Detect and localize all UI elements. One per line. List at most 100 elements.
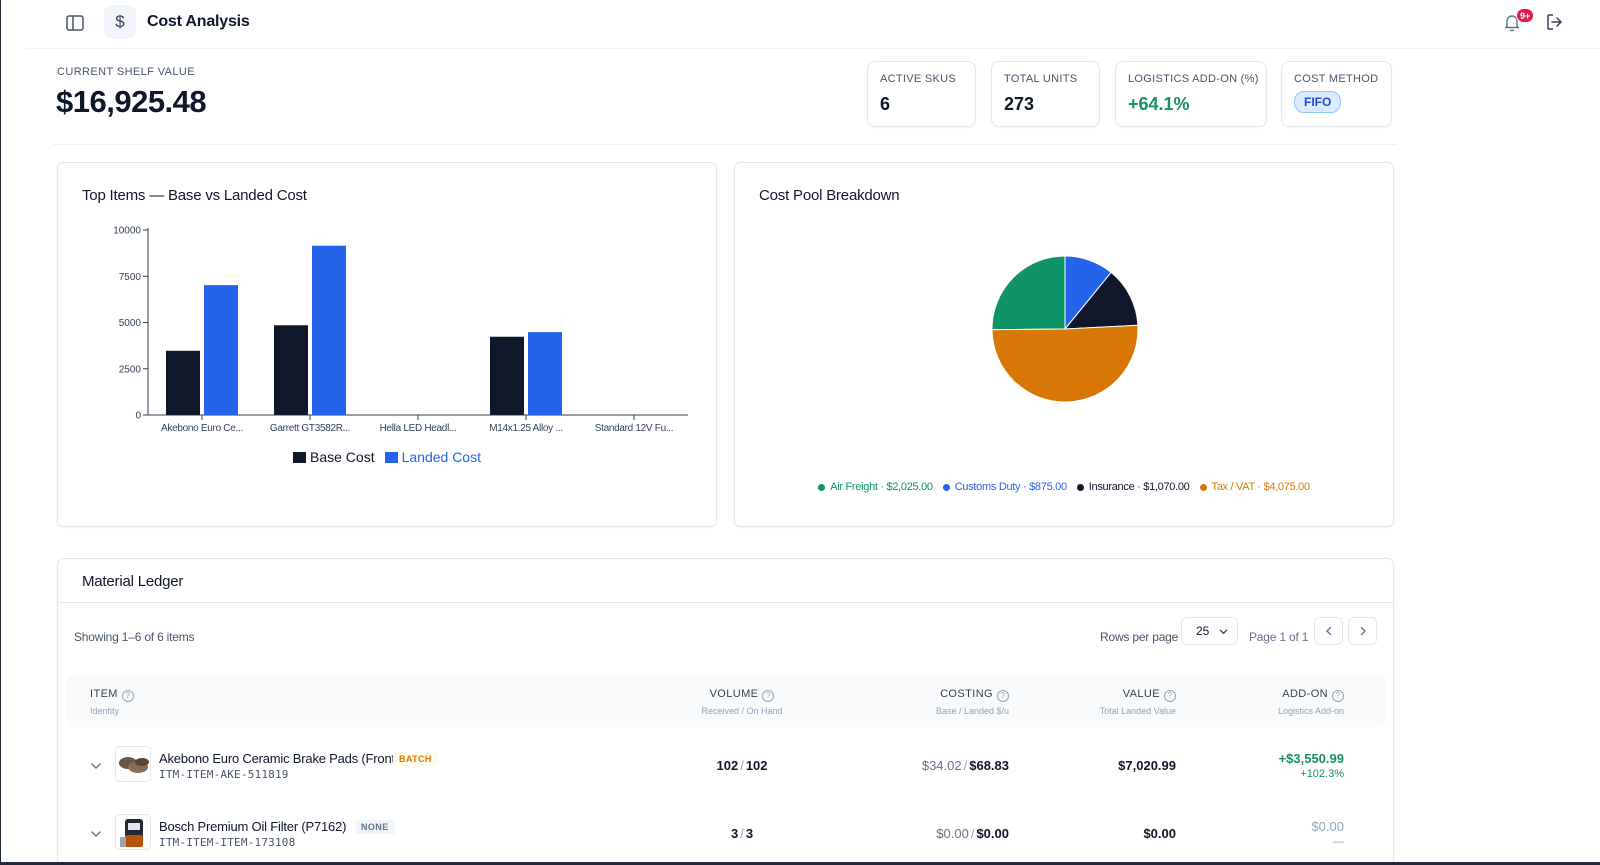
value-cell: $7,020.99 bbox=[1118, 758, 1176, 773]
legend-customs-duty[interactable]: Customs Duty · $875.00 bbox=[942, 481, 1067, 493]
legend-base-cost[interactable]: Base Cost bbox=[293, 449, 375, 465]
kpi-value: +64.1% bbox=[1128, 94, 1190, 114]
table-row[interactable]: Bosch Premium Oil Filter (P7162) NONE IT… bbox=[67, 803, 1385, 863]
shelf-value: $16,925.48 bbox=[56, 84, 207, 119]
base-cost: $0.00 bbox=[936, 826, 969, 841]
pie-chart bbox=[991, 255, 1139, 403]
help-icon[interactable]: ? bbox=[997, 690, 1009, 702]
legend-insurance[interactable]: Insurance · $1,070.00 bbox=[1076, 481, 1190, 493]
legend-label: Customs Duty · $875.00 bbox=[954, 481, 1067, 493]
kpi-cost-method: COST METHOD FIFO bbox=[1281, 61, 1392, 127]
column-label: VOLUME bbox=[709, 688, 759, 700]
cost-method-badge: FIFO bbox=[1294, 91, 1342, 113]
legend-swatch bbox=[293, 451, 306, 463]
notification-badge: 9+ bbox=[1516, 8, 1535, 23]
help-icon[interactable]: ? bbox=[1332, 690, 1344, 702]
x-tick-label: Hella LED Headl... bbox=[380, 423, 457, 434]
help-icon[interactable]: ? bbox=[121, 690, 134, 702]
material-ledger-card: Material Ledger Showing 1–6 of 6 items R… bbox=[57, 558, 1394, 865]
column-addon[interactable]: ADD-ON? Logistics Add-on bbox=[1224, 688, 1344, 716]
y-tick-label: 10000 bbox=[113, 226, 141, 237]
on-hand-qty: 3 bbox=[745, 826, 754, 841]
logout-icon[interactable] bbox=[1544, 12, 1566, 34]
x-tick-label: Garrett GT3582R... bbox=[270, 423, 350, 434]
ledger-title: Material Ledger bbox=[82, 573, 184, 590]
costing-cell: $34.02/$68.83 bbox=[921, 758, 1009, 773]
chevron-down-icon[interactable] bbox=[89, 759, 103, 773]
rows-per-page-select[interactable]: 25 bbox=[1181, 617, 1238, 645]
shelf-value-label: CURRENT SHELF VALUE bbox=[57, 66, 195, 78]
window-edge bbox=[0, 862, 1600, 865]
column-costing[interactable]: COSTING? Base / Landed $/u bbox=[889, 688, 1009, 716]
x-tick-label: M14x1.25 Alloy ... bbox=[489, 423, 563, 434]
value-cell: $0.00 bbox=[1143, 826, 1176, 841]
base-cost: $34.02 bbox=[921, 758, 962, 773]
bar-base-cost bbox=[166, 350, 200, 415]
tracking-badge: NONE bbox=[355, 820, 395, 834]
addon-percent: +102.3% bbox=[1300, 768, 1344, 780]
tracking-badge: BATCH bbox=[393, 752, 438, 766]
table-header: ITEM? Identity VOLUME? Received / On Han… bbox=[67, 675, 1385, 727]
pie-chart-legend: Air Freight · $2,025.00 Customs Duty · $… bbox=[735, 481, 1393, 493]
rows-per-page-value: 25 bbox=[1196, 624, 1210, 638]
column-label: VALUE bbox=[1122, 688, 1160, 700]
kpi-value: 273 bbox=[1004, 94, 1035, 114]
table-row[interactable]: Akebono Euro Ceramic Brake Pads (Front) … bbox=[67, 735, 1385, 795]
legend-label: Tax / VAT · $4,075.00 bbox=[1211, 481, 1311, 493]
y-tick-label: 7500 bbox=[119, 272, 142, 283]
page-info: Page 1 of 1 bbox=[1249, 630, 1309, 644]
help-icon[interactable]: ? bbox=[762, 690, 775, 702]
legend-label: Air Freight · $2,025.00 bbox=[830, 481, 933, 493]
legend-label: Base Cost bbox=[310, 449, 375, 465]
pie-slice-insurance[interactable] bbox=[1063, 271, 1139, 330]
legend-air-freight[interactable]: Air Freight · $2,025.00 bbox=[818, 481, 933, 493]
brake-pads-thumbnail bbox=[115, 746, 151, 782]
column-sublabel: Logistics Add-on bbox=[1277, 706, 1344, 716]
kpi-logistics-addon: LOGISTICS ADD-ON (%) +64.1% bbox=[1115, 61, 1267, 127]
item-sku: ITM-ITEM-AKE-511819 bbox=[159, 768, 289, 781]
bar-chart-card: Top Items — Base vs Landed Cost 0 2500 500… bbox=[57, 162, 717, 527]
bar-chart: 0 2500 5000 7500 10000 Akebono Euro Ce... Garr… bbox=[113, 226, 688, 434]
summary-bar: CURRENT SHELF VALUE $16,925.48 ACTIVE SK… bbox=[53, 49, 1397, 145]
legend-label: Landed Cost bbox=[401, 449, 481, 465]
column-sublabel: Received / On Hand bbox=[701, 706, 783, 716]
column-label: ITEM bbox=[90, 688, 118, 700]
sidebar-toggle-icon[interactable] bbox=[63, 12, 87, 36]
dollar-icon: $ bbox=[104, 5, 136, 39]
item-name[interactable]: Bosch Premium Oil Filter (P7162) bbox=[159, 819, 347, 834]
chevron-down-icon[interactable] bbox=[89, 827, 103, 841]
next-page-button[interactable] bbox=[1348, 617, 1377, 645]
prev-page-button[interactable] bbox=[1314, 617, 1343, 645]
bar-landed-cost bbox=[528, 332, 562, 415]
column-sublabel: Identity bbox=[90, 706, 120, 716]
pie-slice-air-freight[interactable] bbox=[991, 255, 1066, 331]
page-title: Cost Analysis bbox=[147, 13, 250, 30]
legend-dot bbox=[1199, 483, 1207, 491]
pie-chart-title: Cost Pool Breakdown bbox=[759, 187, 900, 204]
column-value[interactable]: VALUE? Total Landed Value bbox=[1056, 688, 1176, 716]
bar-base-cost bbox=[490, 336, 524, 415]
x-tick-label: Standard 12V Fu... bbox=[595, 423, 674, 434]
item-sku: ITM-ITEM-ITEM-173108 bbox=[159, 836, 296, 849]
legend-dot bbox=[1076, 483, 1084, 491]
costing-cell: $0.00/$0.00 bbox=[936, 826, 1009, 841]
pie-slice-tax-vat[interactable] bbox=[991, 324, 1139, 403]
legend-tax-vat[interactable]: Tax / VAT · $4,075.00 bbox=[1199, 481, 1311, 493]
column-sublabel: Base / Landed $/u bbox=[935, 706, 1009, 716]
column-volume[interactable]: VOLUME? Received / On Hand bbox=[692, 688, 792, 716]
y-tick-label: 2500 bbox=[119, 364, 142, 375]
addon-cell: $0.00 — bbox=[1194, 819, 1344, 848]
legend-label: Insurance · $1,070.00 bbox=[1088, 481, 1190, 493]
received-qty: 102 bbox=[716, 758, 739, 773]
chevron-right-icon bbox=[1360, 626, 1366, 636]
bar-landed-cost bbox=[312, 245, 346, 415]
kpi-value: 6 bbox=[880, 94, 891, 114]
legend-dot bbox=[818, 483, 826, 491]
bell-icon[interactable] bbox=[1502, 12, 1524, 34]
bar-chart-legend: Base Cost Landed Cost bbox=[293, 449, 491, 465]
column-item[interactable]: ITEM? Identity bbox=[90, 688, 134, 716]
kpi-label: TOTAL UNITS bbox=[1004, 73, 1078, 85]
legend-landed-cost[interactable]: Landed Cost bbox=[384, 449, 481, 465]
item-name[interactable]: Akebono Euro Ceramic Brake Pads (Front) bbox=[159, 751, 400, 766]
help-icon[interactable]: ? bbox=[1164, 690, 1176, 702]
